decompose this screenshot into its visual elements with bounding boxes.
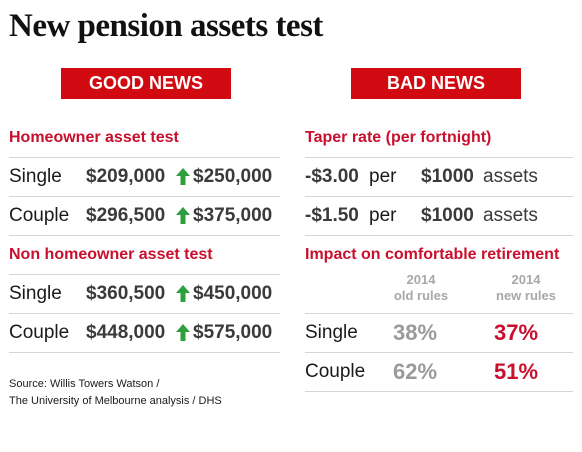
row-label: Single [9, 166, 62, 187]
new-value: $450,000 [193, 283, 273, 304]
taper-unit: assets [483, 166, 538, 187]
up-arrow-icon [176, 168, 190, 185]
non-homeowner-heading: Non homeowner asset test [9, 246, 213, 263]
taper-heading: Taper rate (per fortnight) [305, 129, 492, 146]
old-value: $360,500 [86, 283, 166, 304]
row-label: Single [305, 322, 358, 343]
impact-heading: Impact on comfortable retirement [305, 246, 560, 263]
homeowner-row-single: Single $209,000 $250,000 [9, 157, 280, 196]
taper-unit: assets [483, 205, 538, 226]
source-note: Source: Willis Towers Watson / The Unive… [9, 376, 222, 410]
col-new-year: 2014 [511, 272, 541, 287]
taper-row-2: -$1.50 per $1000 assets [305, 196, 573, 236]
source-line-2: The University of Melbourne analysis / D… [9, 395, 222, 407]
new-value: $575,000 [193, 322, 273, 343]
impact-row-couple: Couple 62% 51% [305, 352, 573, 392]
col-new-header: 2014 new rules [481, 272, 571, 304]
row-label: Couple [305, 361, 366, 382]
page-title: New pension assets test [9, 8, 323, 44]
new-value: $250,000 [193, 166, 273, 187]
col-old-header: 2014 old rules [376, 272, 466, 304]
row-label: Couple [9, 322, 70, 343]
impact-row-single: Single 38% 37% [305, 313, 573, 352]
homeowner-row-couple: Couple $296,500 $375,000 [9, 196, 280, 236]
taper-amount: $1000 [421, 166, 474, 187]
taper-per: per [369, 205, 397, 226]
up-arrow-icon [176, 207, 190, 224]
new-rules-value: 51% [494, 359, 539, 384]
non-homeowner-row-single: Single $360,500 $450,000 [9, 274, 280, 313]
taper-per: per [369, 166, 397, 187]
old-value: $448,000 [86, 322, 166, 343]
col-new-label: new rules [496, 288, 556, 303]
up-arrow-icon [176, 285, 190, 302]
up-arrow-icon [176, 324, 190, 341]
new-value: $375,000 [193, 205, 273, 226]
old-rules-value: 62% [393, 359, 438, 384]
good-news-banner: GOOD NEWS [61, 68, 231, 99]
bad-news-banner: BAD NEWS [351, 68, 521, 99]
non-homeowner-row-couple: Couple $448,000 $575,000 [9, 313, 280, 353]
taper-row-1: -$3.00 per $1000 assets [305, 157, 573, 196]
row-label: Couple [9, 205, 70, 226]
taper-rate: -$1.50 [305, 205, 359, 226]
row-label: Single [9, 283, 62, 304]
new-rules-value: 37% [494, 320, 539, 345]
col-old-year: 2014 [406, 272, 436, 287]
homeowner-heading: Homeowner asset test [9, 129, 179, 146]
taper-amount: $1000 [421, 205, 474, 226]
source-line-1: Source: Willis Towers Watson / [9, 378, 160, 390]
old-value: $209,000 [86, 166, 166, 187]
taper-rate: -$3.00 [305, 166, 359, 187]
old-value: $296,500 [86, 205, 166, 226]
col-old-label: old rules [393, 288, 449, 303]
old-rules-value: 38% [393, 320, 438, 345]
